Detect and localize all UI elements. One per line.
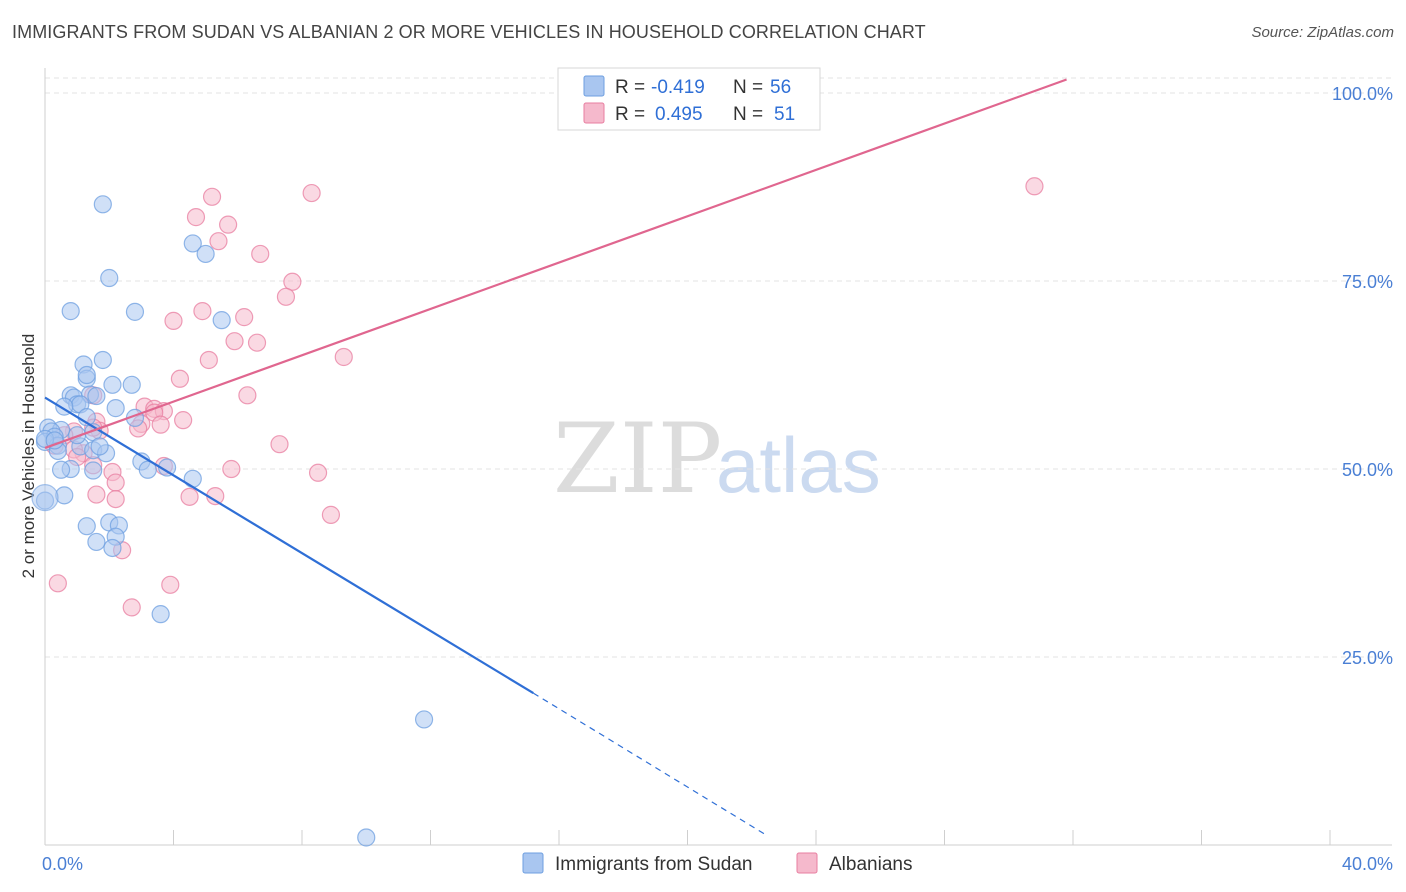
albanian-point [283,272,302,291]
sudan-point [183,234,202,253]
albanian-point [251,244,270,264]
bottom-legend-swatch-sudan [522,852,544,874]
albanian-point [161,575,180,594]
x-axis-ticks [44,830,1331,845]
albanian-point [308,463,328,482]
watermark-atlas: atlas [716,421,881,509]
albanian-point [106,473,125,492]
albanian-point [48,574,67,593]
y-axis-label: 2 or more Vehicles in Household [19,334,38,579]
sudan-point [100,268,119,288]
albanian-point [225,332,244,351]
watermark-zip: ZIP [553,403,722,515]
sudan-point [87,386,106,406]
legend-r-label-2: R = [615,104,645,125]
albanian-point [209,232,228,251]
sudan-point [93,350,112,370]
sudan-point [51,460,71,479]
x-tick-label-max: 40.0% [1342,854,1393,874]
sudan-trend-extension [532,692,769,837]
sudan-point [183,469,202,488]
sudan-point [61,302,80,321]
albanian-point [321,505,341,524]
legend-r-value-1: -0.419 [651,77,705,98]
legend-swatch-sudan [583,75,605,97]
albanian-point [202,187,222,206]
sudan-point [212,311,231,330]
sudan-point [151,605,170,624]
albanian-point [1025,177,1044,196]
bottom-legend-label-sudan: Immigrants from Sudan [555,854,752,875]
albanian-point [106,489,125,509]
albanian-point [235,308,254,327]
sudan-point [357,828,376,847]
sudan-point [84,461,103,480]
albanian-point [219,215,238,234]
sudan-point [125,302,145,321]
sudan-point [68,426,87,445]
albanian-point [270,435,289,454]
albanian-point [186,208,206,227]
sudan-point [77,365,96,385]
y-tick-labels: 25.0% 50.0% 75.0% 100.0% [1332,84,1393,668]
x-tick-label-min: 0.0% [42,854,83,874]
albanian-point [222,459,241,479]
series-legend: Immigrants from Sudan Albanians [522,852,912,875]
albanian-point [199,350,218,370]
albanian-point [334,347,353,367]
albanian-point [87,485,106,504]
albanian-point [170,369,190,388]
y-tick-label: 100.0% [1332,84,1393,104]
data-points [31,177,1044,847]
sudan-point-large [31,483,59,512]
albanian-point [193,302,212,321]
sudan-point [414,710,434,729]
legend-swatch-albanians [583,102,605,124]
y-tick-label: 50.0% [1342,460,1393,480]
source-credit: Source: ZipAtlas.com [1251,24,1394,41]
albanian-point [238,386,257,405]
legend-n-label-1: N = [733,77,763,98]
albanian-point [174,411,193,430]
trend-lines [44,78,1067,837]
albanian-point [151,415,170,434]
bottom-legend-label-albanians: Albanians [829,854,912,875]
sudan-point [87,532,106,552]
legend-n-value-2: 51 [774,104,795,125]
sudan-point [196,244,215,264]
sudan-point [103,375,122,394]
sudan-point [90,437,109,456]
y-tick-label: 25.0% [1342,648,1393,668]
sudan-point [138,460,157,479]
bottom-legend-swatch-albanians [796,852,818,874]
albanian-point [122,598,141,617]
sudan-point [106,399,125,418]
albanian-point [180,487,199,506]
albanian-point [302,183,321,203]
sudan-point [93,195,112,214]
chart-title: IMMIGRANTS FROM SUDAN VS ALBANIAN 2 OR M… [12,22,926,42]
legend-n-value-1: 56 [770,77,791,98]
legend-r-label-1: R = [615,77,645,98]
sudan-point [122,375,141,394]
sudan-point [103,538,122,558]
sudan-trend-line [44,396,534,695]
albanian-point [164,311,183,330]
albanian-trend-line [44,78,1067,449]
stats-legend: R = -0.419 N = 56 R = 0.495 N = 51 [557,67,821,131]
y-tick-label: 75.0% [1342,272,1393,292]
gridlines [45,77,1392,658]
albanian-point [276,287,296,306]
watermark: ZIP atlas [553,403,881,515]
legend-n-label-2: N = [733,104,763,125]
sudan-point [77,517,96,536]
legend-r-value-2: 0.495 [655,104,703,125]
albanian-point [247,333,267,352]
